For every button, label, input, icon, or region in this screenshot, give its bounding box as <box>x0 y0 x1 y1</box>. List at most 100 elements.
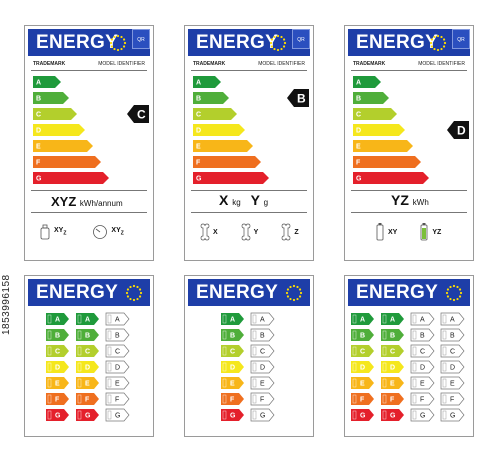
scale-glyph <box>252 330 257 340</box>
energy-class-bar <box>46 377 69 389</box>
bone-icon <box>241 223 251 241</box>
consumption-x-unit: kg <box>232 198 241 207</box>
eu-star <box>436 48 440 52</box>
energy-class-letter: B <box>450 333 455 340</box>
scale-glyph <box>77 314 82 324</box>
energy-class-bar <box>410 360 435 374</box>
consumption-main: XYZ <box>51 194 77 209</box>
scale-glyph <box>352 394 357 404</box>
eu-star <box>122 45 126 48</box>
energy-class-letter: E <box>55 381 60 388</box>
eu-star <box>445 291 449 295</box>
bottle-icon <box>40 224 50 240</box>
energy-class-bar <box>76 329 99 341</box>
rating-pointer-letter: B <box>297 92 306 106</box>
consumption-x: X <box>219 192 229 208</box>
scale-glyph <box>352 410 357 420</box>
scale-glyph <box>107 346 112 356</box>
eu-flag-icon <box>285 284 303 302</box>
energy-class-letter: C <box>230 349 235 356</box>
energy-class-bar <box>76 393 99 405</box>
energy-class-bar <box>105 312 130 326</box>
energy-class-letter: C <box>390 349 395 356</box>
divider <box>31 212 147 213</box>
scale-glyph <box>412 410 417 420</box>
energy-class-letter: C <box>356 112 361 119</box>
scale-glyph <box>107 330 112 340</box>
clock-icon <box>93 225 108 239</box>
scale-glyph <box>382 394 387 404</box>
pictogram-row: XYZ XYZ <box>39 224 124 240</box>
energy-class-bar <box>221 313 244 325</box>
energy-class-bar <box>410 312 435 326</box>
energy-class-letter: F <box>420 397 424 404</box>
icon-caption: YZ <box>432 228 442 236</box>
energy-class-bar <box>250 312 275 326</box>
energy-class-bar <box>221 409 244 421</box>
eu-star <box>269 41 273 45</box>
icon-caption: XYZ <box>111 227 124 237</box>
energy-class-letter: B <box>420 333 425 340</box>
energy-class-letter: E <box>36 144 41 151</box>
eu-star <box>458 295 462 298</box>
energy-class-letter: E <box>420 381 425 388</box>
energy-class-letter: E <box>115 381 120 388</box>
energy-class-letter: D <box>356 128 361 135</box>
energy-class-letter: G <box>360 413 366 420</box>
energy-class-letter: B <box>196 96 201 103</box>
eu-star <box>113 35 116 39</box>
scale-glyph <box>382 314 387 324</box>
consumption-y-unit: g <box>263 198 269 207</box>
energy-class-letter: F <box>450 397 454 404</box>
energy-class-letter: E <box>390 381 395 388</box>
trademark: TRADEMARK <box>193 61 226 67</box>
energy-title: ENERGY <box>196 31 279 53</box>
eu-star <box>452 298 456 302</box>
energy-class-letter: F <box>55 397 60 404</box>
scale-glyph <box>47 314 52 324</box>
energy-class-bar <box>250 344 275 358</box>
energy-title: ENERGY <box>356 31 439 53</box>
eu-star <box>446 295 450 298</box>
scale-glyph <box>382 378 387 388</box>
eu-star <box>282 38 286 41</box>
energy-class-letter: E <box>196 144 201 151</box>
energy-class-bar <box>33 172 109 184</box>
eu-star <box>298 295 302 298</box>
energy-class-letter: C <box>115 349 120 356</box>
scale-glyph <box>222 394 227 404</box>
energy-header: ENERGY <box>188 279 310 306</box>
energy-class-letter: A <box>55 317 60 324</box>
energy-class-letter: A <box>36 80 41 87</box>
scale-glyph <box>222 362 227 372</box>
scale-glyph <box>252 410 257 420</box>
eu-flag-icon <box>429 34 447 52</box>
energy-class-letter: C <box>85 349 90 356</box>
scale-glyph <box>442 314 447 324</box>
eu-star <box>116 34 120 38</box>
energy-class-bar <box>221 329 244 341</box>
eu-star <box>449 285 452 289</box>
energy-class-letter: B <box>115 333 120 340</box>
scale-glyph <box>77 394 82 404</box>
energy-class-letter: F <box>36 160 41 167</box>
eu-star <box>126 295 130 298</box>
energy-class-bar <box>440 312 465 326</box>
scale-glyph <box>47 410 52 420</box>
energy-class-letter: B <box>230 333 235 340</box>
eu-star <box>296 285 299 289</box>
eu-star <box>276 48 280 52</box>
scale-glyph <box>222 314 227 324</box>
eu-star <box>298 288 302 291</box>
energy-class-letter: C <box>420 349 425 356</box>
energy-class-letter: C <box>196 112 201 119</box>
energy-class-letter: C <box>55 349 60 356</box>
energy-class-bar <box>353 140 413 152</box>
energy-scale: A B B C D E F G <box>193 76 309 184</box>
scale-glyph <box>77 362 82 372</box>
scale-glyph <box>442 410 447 420</box>
energy-class-bar <box>193 92 229 104</box>
energy-class-bar <box>193 172 269 184</box>
energy-class-bar <box>76 313 99 325</box>
eu-star <box>139 291 143 295</box>
